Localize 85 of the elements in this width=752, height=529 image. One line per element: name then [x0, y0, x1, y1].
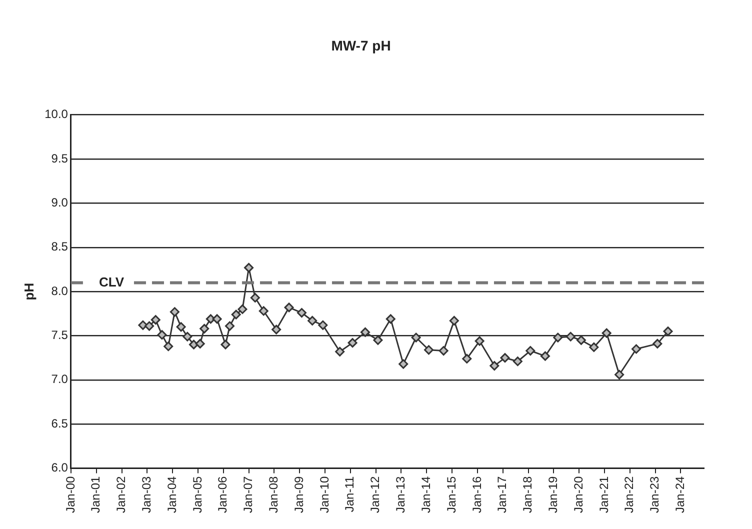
- x-tick-label: Jan-14: [418, 476, 433, 514]
- x-tick-label: Jan-08: [266, 476, 281, 514]
- y-axis-title: pH: [21, 282, 36, 300]
- x-tick-label: Jan-07: [241, 476, 256, 514]
- point: [566, 332, 576, 342]
- point: [258, 306, 268, 316]
- x-tick-label: Jan-13: [394, 476, 408, 514]
- point: [231, 310, 241, 320]
- x-tick-label: Jan-23: [648, 476, 662, 514]
- y-tick-label: 6.5: [51, 416, 68, 430]
- x-tick-label: Jan-03: [139, 476, 154, 514]
- point: [540, 351, 550, 361]
- point: [182, 332, 192, 342]
- point: [195, 338, 205, 348]
- x-tick-label: Jan-19: [546, 476, 560, 514]
- y-tick-label: 7.5: [51, 328, 68, 342]
- point: [500, 353, 510, 363]
- point: [663, 326, 673, 336]
- point: [474, 336, 484, 346]
- point: [632, 344, 641, 354]
- point: [244, 262, 254, 272]
- point: [200, 324, 210, 334]
- point: [614, 370, 624, 380]
- x-tick-label: Jan-22: [622, 476, 636, 514]
- x-tick-label: Jan-04: [164, 476, 179, 514]
- point: [449, 316, 459, 326]
- point: [250, 292, 260, 302]
- point: [272, 324, 282, 334]
- chart-title: MW-7 pH: [331, 37, 391, 54]
- y-tick-label: 9.0: [51, 195, 68, 210]
- x-tick-label: Jan-02: [114, 476, 128, 514]
- point: [490, 361, 500, 371]
- point: [373, 335, 383, 345]
- y-tick-label: 8.5: [51, 240, 68, 254]
- point: [176, 322, 186, 332]
- y-tick-label: 9.5: [51, 151, 68, 166]
- x-tick-label: Jan-18: [520, 476, 535, 514]
- point: [553, 332, 563, 342]
- x-tick-label: Jan-01: [88, 476, 103, 514]
- point: [602, 328, 612, 338]
- y-tick-label: 10.0: [44, 107, 68, 122]
- point: [318, 320, 328, 330]
- point: [652, 338, 662, 348]
- point: [398, 359, 408, 369]
- point: [512, 356, 522, 366]
- x-tick-label: Jan-21: [596, 476, 611, 514]
- point: [335, 346, 345, 356]
- point: [526, 346, 536, 356]
- y-tick-label: 6.0: [51, 460, 68, 475]
- x-tick-label: Jan-05: [190, 476, 204, 514]
- x-tick-label: Jan-16: [470, 476, 484, 514]
- point: [164, 342, 174, 352]
- point: [576, 335, 586, 345]
- point: [360, 327, 370, 337]
- point: [238, 304, 248, 314]
- x-tick-label: Jan-09: [292, 476, 306, 514]
- x-tick-label: Jan-24: [673, 476, 688, 514]
- x-tick-label: Jan-20: [571, 476, 586, 514]
- y-tick-label: 8.0: [51, 284, 68, 298]
- x-tick-label: Jan-12: [368, 476, 382, 514]
- point: [284, 302, 294, 312]
- x-tick-label: Jan-17: [495, 476, 510, 514]
- point: [462, 354, 472, 364]
- point: [308, 316, 318, 326]
- point: [220, 340, 230, 350]
- point: [424, 345, 434, 355]
- point: [411, 332, 421, 342]
- x-tick-label: Jan-06: [216, 476, 230, 514]
- point: [224, 321, 234, 331]
- y-tick-label: 7.0: [51, 372, 68, 386]
- point: [386, 314, 396, 324]
- point: [144, 321, 154, 331]
- point: [157, 330, 167, 340]
- point: [212, 314, 222, 324]
- point: [589, 342, 599, 352]
- point: [296, 308, 306, 318]
- point: [150, 315, 160, 325]
- point: [348, 338, 358, 348]
- point: [438, 346, 448, 356]
- x-tick-label: Jan-11: [342, 476, 357, 512]
- point: [170, 307, 180, 317]
- x-tick-label: Jan-00: [63, 476, 78, 514]
- x-tick-label: Jan-15: [444, 476, 458, 514]
- ref-line-label: CLV: [98, 274, 124, 290]
- x-tick-label: Jan-10: [317, 476, 332, 514]
